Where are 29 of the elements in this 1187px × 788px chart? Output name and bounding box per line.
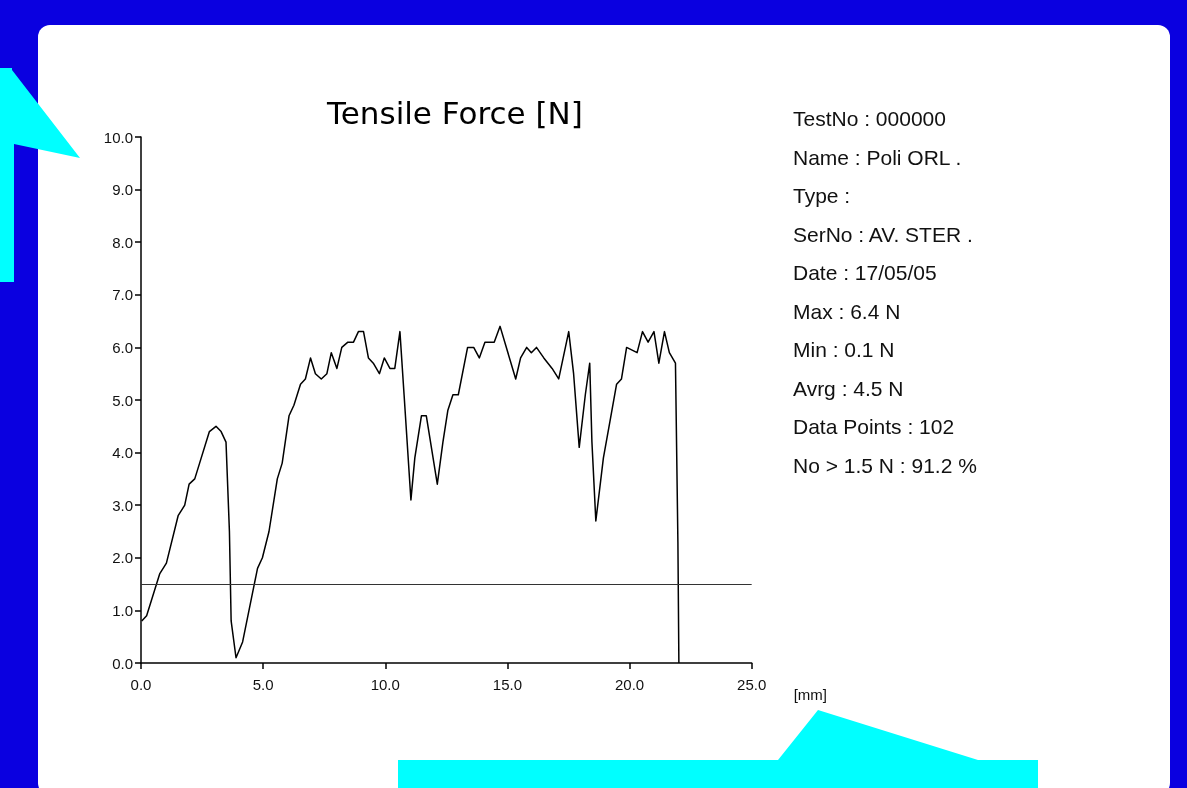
text: Type : (793, 183, 852, 209)
y-tick-label: 1.0 (112, 601, 133, 619)
y-tick-label: 8.0 (112, 233, 133, 251)
y-tick-label: 4.0 (112, 444, 133, 462)
x-tick-label: 10.0 (370, 676, 400, 693)
text: No > 1.5 N : 91.2 % (793, 452, 978, 479)
y-tick-label: 3.0 (112, 496, 133, 514)
x-tick-label: 25.0 (737, 676, 767, 693)
x-tick-label: 5.0 (252, 676, 274, 693)
text: Min : 0.1 N (793, 337, 896, 363)
y-tick-label: 2.0 (112, 549, 133, 567)
x-tick-label: 0.0 (130, 676, 152, 693)
y-tick-label: 6.0 (112, 338, 133, 356)
text: Date : 17/05/05 (793, 260, 938, 286)
chart-title: Tensile Force [N] (326, 94, 583, 131)
y-tick-label: 7.0 (112, 286, 133, 304)
x-axis-title: [mm] (793, 686, 827, 703)
text: Avrg : 4.5 N (793, 375, 905, 402)
text: TestNo : 000000 (793, 106, 947, 132)
y-tick-label: 5.0 (112, 391, 133, 409)
text: SerNo : AV. STER . (793, 221, 974, 248)
y-tick-label: 9.0 (112, 181, 133, 199)
text: Data Points : 102 (793, 414, 956, 440)
text: Max : 6.4 N (793, 298, 902, 325)
y-tick-label: 0.0 (112, 654, 133, 672)
text: Name : Poli ORL . (793, 144, 963, 171)
y-tick-label: 10.0 (103, 128, 133, 146)
x-tick-label: 15.0 (492, 676, 523, 693)
x-tick-label: 20.0 (614, 676, 645, 693)
